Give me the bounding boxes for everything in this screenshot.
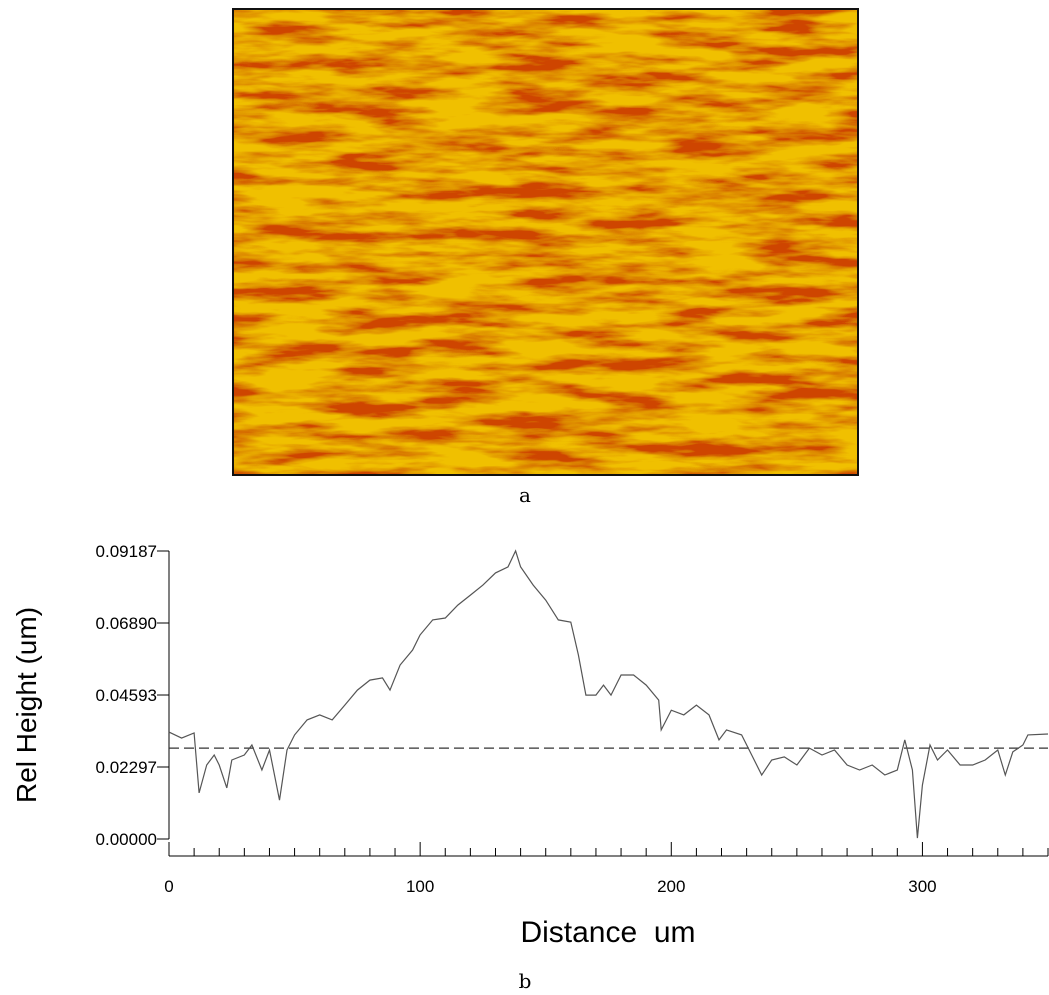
x-tick-label: 0	[164, 877, 173, 896]
panel-label: b	[519, 969, 532, 993]
afm-image	[232, 8, 859, 476]
y-tick-label: 0.02297	[96, 758, 157, 777]
surface-texture	[233, 9, 858, 475]
image-border	[232, 8, 859, 476]
y-tick-label: 0.06890	[96, 614, 157, 633]
x-tick-label: 300	[908, 877, 936, 896]
y-tick-label: 0.04593	[96, 686, 157, 705]
y-tick-label: 0.00000	[96, 830, 157, 849]
x-tick-label: 200	[657, 877, 685, 896]
x-axis-title: Distance um	[520, 916, 695, 949]
x-tick-label: 100	[406, 877, 434, 896]
profile-chart: 0.00000 0.02297 0.04593 0.06890 0.09187 0 100 2…	[11, 542, 1049, 949]
y-tick-label: 0.09187	[96, 542, 157, 561]
y-axis-title: Rel Height (um)	[11, 607, 42, 803]
profile-line	[168, 549, 1049, 839]
panel-label: a	[519, 483, 531, 507]
